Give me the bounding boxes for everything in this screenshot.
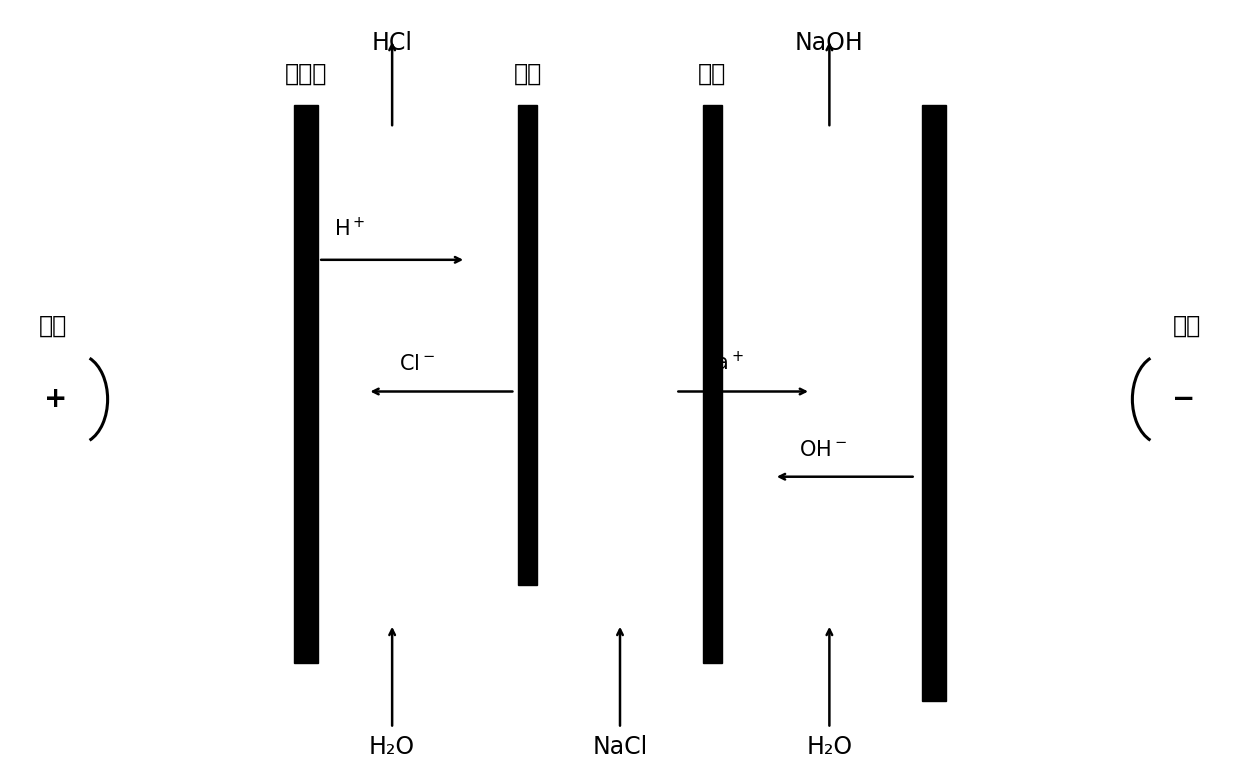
- Text: 阳膜: 阳膜: [698, 62, 727, 85]
- Text: +: +: [45, 385, 68, 413]
- Text: H$^+$: H$^+$: [335, 217, 366, 240]
- Text: H₂O: H₂O: [806, 735, 852, 760]
- Bar: [518, 105, 537, 585]
- Text: 双极膜: 双极膜: [285, 62, 327, 85]
- Text: H₂O: H₂O: [370, 735, 415, 760]
- Text: −: −: [1173, 385, 1195, 413]
- Text: 负极: 负极: [1173, 314, 1200, 337]
- Bar: [921, 105, 946, 702]
- Text: OH$^-$: OH$^-$: [799, 440, 847, 460]
- Text: NaOH: NaOH: [795, 31, 864, 56]
- Text: Cl$^-$: Cl$^-$: [399, 355, 435, 374]
- Bar: [703, 105, 722, 662]
- Bar: [294, 105, 319, 662]
- Text: 阴膜: 阴膜: [513, 62, 542, 85]
- Text: Na$^+$: Na$^+$: [701, 351, 744, 374]
- Text: NaCl: NaCl: [593, 735, 647, 760]
- Text: 正极: 正极: [40, 314, 67, 337]
- Text: HCl: HCl: [372, 31, 413, 56]
